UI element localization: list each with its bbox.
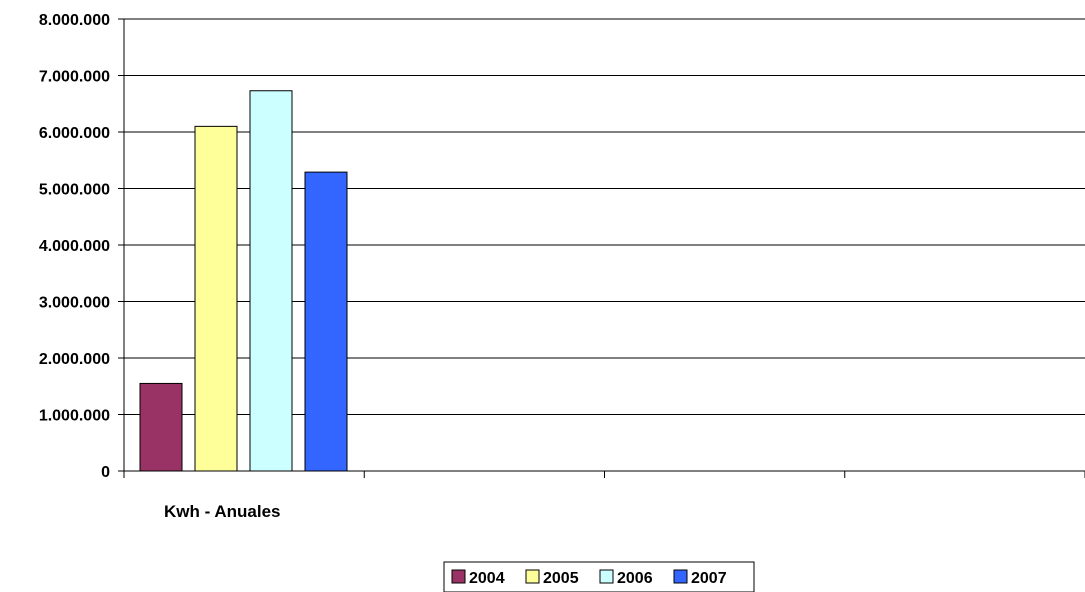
legend-label-2006: 2006 [617,570,653,587]
y-tick-label: 3.000.000 [39,295,110,312]
x-axis-ticks [123,471,1085,478]
x-category-label: Kwh - Anuales [164,502,281,521]
legend-label-2005: 2005 [543,570,579,587]
bar-2006 [249,90,293,472]
x-axis-labels: Kwh - Anuales [164,502,281,521]
legend-label-2007: 2007 [691,570,727,587]
legend-label-2004: 2004 [469,570,505,587]
bar-2004 [139,382,183,472]
legend-swatch-2005 [525,569,540,584]
y-tick-label: 7.000.000 [39,69,110,86]
y-tick-label: 6.000.000 [39,125,110,142]
legend-swatch-2004 [451,569,466,584]
bar-2007 [304,171,348,472]
y-axis-labels: 0 1.000.000 2.000.000 3.000.000 4.000.000 5.0… [39,12,110,481]
y-tick-label: 8.000.000 [39,12,110,29]
legend-swatch-2006 [599,569,614,584]
y-tick-label: 2.000.000 [39,351,110,368]
y-axis-ticks [118,18,124,472]
bar-2005 [194,125,238,472]
legend-swatch-2007 [673,569,688,584]
bars [139,90,348,472]
y-tick-label: 5.000.000 [39,182,110,199]
legend: 2004 2005 2006 2007 [443,561,755,592]
legend-box [443,561,755,592]
y-tick-label: 0 [101,464,110,481]
y-tick-label: 4.000.000 [39,238,110,255]
y-tick-label: 1.000.000 [39,408,110,425]
